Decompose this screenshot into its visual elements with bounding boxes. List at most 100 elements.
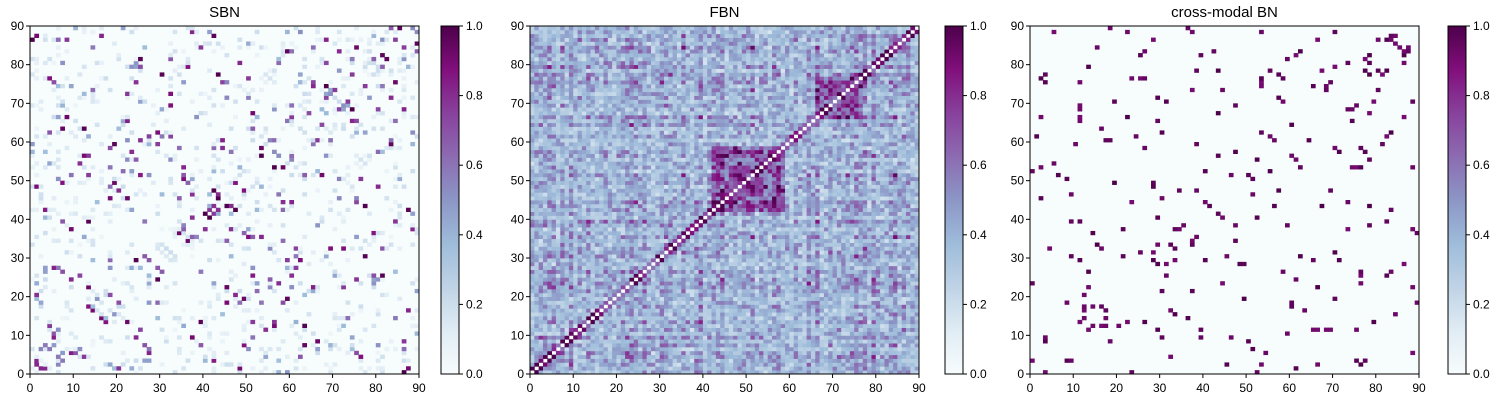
heatmap-cell	[629, 292, 635, 298]
heatmap-cell	[841, 238, 846, 243]
heatmap-cell	[836, 362, 842, 367]
heatmap-cell	[625, 250, 630, 255]
heatmap-cell	[263, 327, 269, 332]
heatmap-cell	[672, 339, 678, 344]
heatmap-cell	[211, 145, 217, 151]
heatmap-cell	[638, 366, 643, 371]
heatmap-cell	[875, 238, 881, 243]
heatmap-cell	[676, 261, 682, 267]
heatmap-cell	[746, 211, 751, 216]
heatmap-cell	[319, 172, 325, 178]
heatmap-cell	[590, 308, 596, 313]
heatmap-cell	[793, 288, 799, 294]
heatmap-cell	[746, 230, 751, 236]
heatmap-cell	[659, 223, 665, 228]
heatmap-cell	[880, 370, 885, 375]
heatmap-cell	[555, 335, 561, 340]
heatmap-cell	[862, 250, 868, 255]
heatmap-cell	[724, 234, 730, 240]
heatmap-cell	[862, 269, 868, 274]
heatmap-cell	[341, 126, 346, 131]
heatmap-cell	[560, 339, 565, 344]
heatmap-cell	[358, 122, 364, 127]
heatmap-cell	[594, 288, 600, 294]
heatmap-cell	[547, 335, 553, 340]
heatmap-cell	[694, 230, 699, 236]
heatmap-cell	[560, 354, 565, 359]
heatmap-cell	[893, 277, 898, 282]
heatmap-cell	[594, 362, 600, 367]
heatmap-cell	[867, 358, 872, 363]
heatmap-cell	[897, 343, 903, 348]
heatmap-cell	[125, 335, 130, 340]
heatmap-cell	[689, 331, 695, 336]
heatmap-cell	[720, 300, 725, 305]
heatmap-cell	[737, 366, 743, 371]
heatmap-cell	[815, 285, 820, 290]
heatmap-cell	[728, 269, 734, 274]
heatmap-cell	[711, 230, 717, 236]
heatmap-cell	[832, 269, 838, 274]
heatmap-cell	[172, 370, 178, 375]
heatmap-cell	[594, 296, 600, 301]
heatmap-cell	[815, 308, 820, 313]
heatmap-cell	[806, 288, 812, 294]
heatmap-cell	[276, 153, 282, 158]
heatmap-cell	[616, 281, 622, 286]
heatmap-cell	[620, 354, 626, 359]
heatmap-cell	[564, 223, 570, 228]
heatmap-cell	[888, 288, 894, 294]
heatmap-cell	[151, 103, 156, 108]
heatmap-cell	[845, 370, 851, 375]
heatmap-cell	[534, 269, 540, 274]
heatmap-cell	[534, 350, 540, 356]
heatmap-cell	[620, 215, 626, 220]
heatmap-cell	[599, 358, 604, 363]
heatmap-cell	[560, 230, 565, 236]
heatmap-cell	[715, 254, 721, 259]
heatmap-cell	[741, 323, 747, 328]
heatmap-cell	[897, 370, 903, 375]
heatmap-cell	[754, 277, 760, 282]
heatmap-cell	[698, 346, 704, 352]
heatmap-cell	[401, 68, 407, 73]
heatmap-cell	[638, 350, 643, 356]
heatmap-cell	[914, 254, 920, 259]
heatmap-cell	[823, 250, 829, 255]
heatmap-cell	[685, 211, 691, 216]
heatmap-cell	[328, 91, 333, 96]
heatmap-cell	[551, 327, 557, 332]
heatmap-cell	[676, 219, 682, 224]
heatmap-cell	[789, 258, 795, 263]
heatmap-cell	[698, 370, 704, 375]
heatmap-cell	[720, 354, 725, 359]
heatmap-cell	[34, 33, 40, 38]
heatmap-cell	[810, 339, 816, 344]
heatmap-cell	[99, 76, 104, 81]
heatmap-cell	[401, 339, 407, 344]
heatmap-cell	[168, 157, 174, 162]
heatmap-cell	[776, 238, 782, 243]
heatmap-cell	[720, 296, 725, 301]
heatmap-cell	[302, 80, 308, 85]
heatmap-cell	[55, 26, 61, 31]
heatmap-cell	[893, 215, 898, 220]
heatmap-cell	[810, 215, 816, 220]
heatmap-cell	[785, 223, 790, 228]
heatmap-cell	[707, 316, 712, 321]
heatmap-cell	[349, 246, 355, 251]
heatmap-cell	[198, 238, 204, 243]
heatmap-cell	[620, 312, 626, 317]
heatmap-cell	[534, 339, 540, 344]
heatmap-cell	[724, 354, 730, 359]
heatmap-cell	[568, 285, 574, 290]
heatmap-cell	[772, 312, 777, 317]
heatmap-cell	[189, 99, 195, 104]
heatmap-cell	[393, 200, 398, 205]
heatmap-cell	[616, 250, 622, 255]
heatmap-cell	[155, 242, 161, 247]
heatmap-cell	[888, 370, 894, 375]
heatmap-cell	[612, 362, 617, 367]
heatmap-cell	[358, 366, 364, 371]
heatmap-cell	[616, 354, 622, 359]
